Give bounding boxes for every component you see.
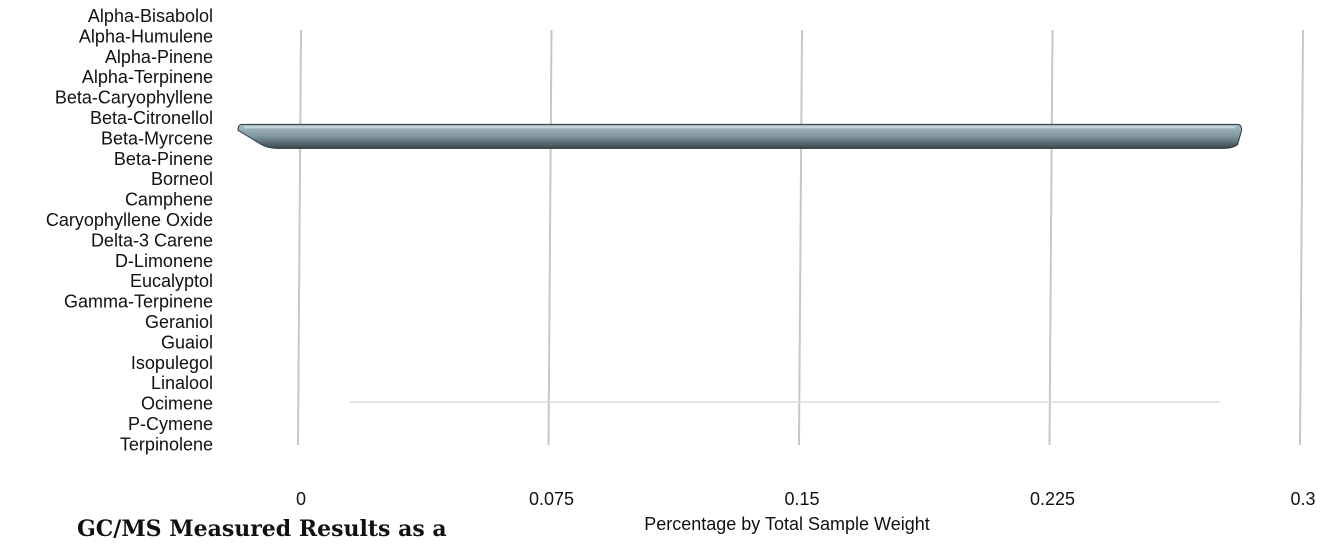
category-label: Gamma-Terpinene [64,292,213,312]
category-label: Eucalyptol [130,271,213,291]
x-tick-labels: 0 0.075 0.15 0.225 0.3 [296,489,1316,509]
category-label: Alpha-Pinene [105,47,213,67]
bar-body [237,123,1243,149]
category-label: P-Cymene [128,414,213,434]
x-tick-label: 0.075 [529,489,574,509]
category-label: Alpha-Terpinene [82,67,213,87]
category-label: Camphene [125,190,213,210]
gridline [1048,29,1054,446]
category-label: D-Limonene [115,251,213,271]
x-tick-label: 0.15 [784,489,819,509]
category-label: Caryophyllene Oxide [46,210,213,230]
category-label: Linalool [151,373,213,393]
category-label: Isopulegol [131,353,213,373]
category-label: Beta-Pinene [114,149,213,169]
x-tick-label: 0.3 [1290,489,1315,509]
category-labels: Alpha-BisabololAlpha-HumuleneAlpha-Pinen… [46,6,213,454]
category-label: Borneol [151,169,213,189]
grid [297,29,1304,446]
category-label: Beta-Citronellol [90,108,213,128]
bar [237,123,1243,149]
category-label: Beta-Caryophyllene [55,88,213,108]
gridline [547,29,553,446]
category-label: Geraniol [145,312,213,332]
gridline [1299,29,1304,446]
x-tick-label: 0 [296,489,306,509]
x-axis-title: Percentage by Total Sample Weight [644,514,930,534]
category-label: Guaiol [161,332,213,352]
gridline [798,29,803,446]
x-tick-label: 0.225 [1030,489,1075,509]
category-label: Alpha-Bisabolol [88,6,213,26]
bars [237,123,1243,149]
category-label: Ocimene [141,394,213,414]
chart-caption: GC/MS Measured Results as a [77,516,447,542]
category-label: Beta-Myrcene [101,128,213,148]
category-label: Alpha-Humulene [79,26,213,46]
category-label: Terpinolene [120,434,213,454]
category-label: Delta-3 Carene [91,230,213,250]
gridline [297,29,302,446]
